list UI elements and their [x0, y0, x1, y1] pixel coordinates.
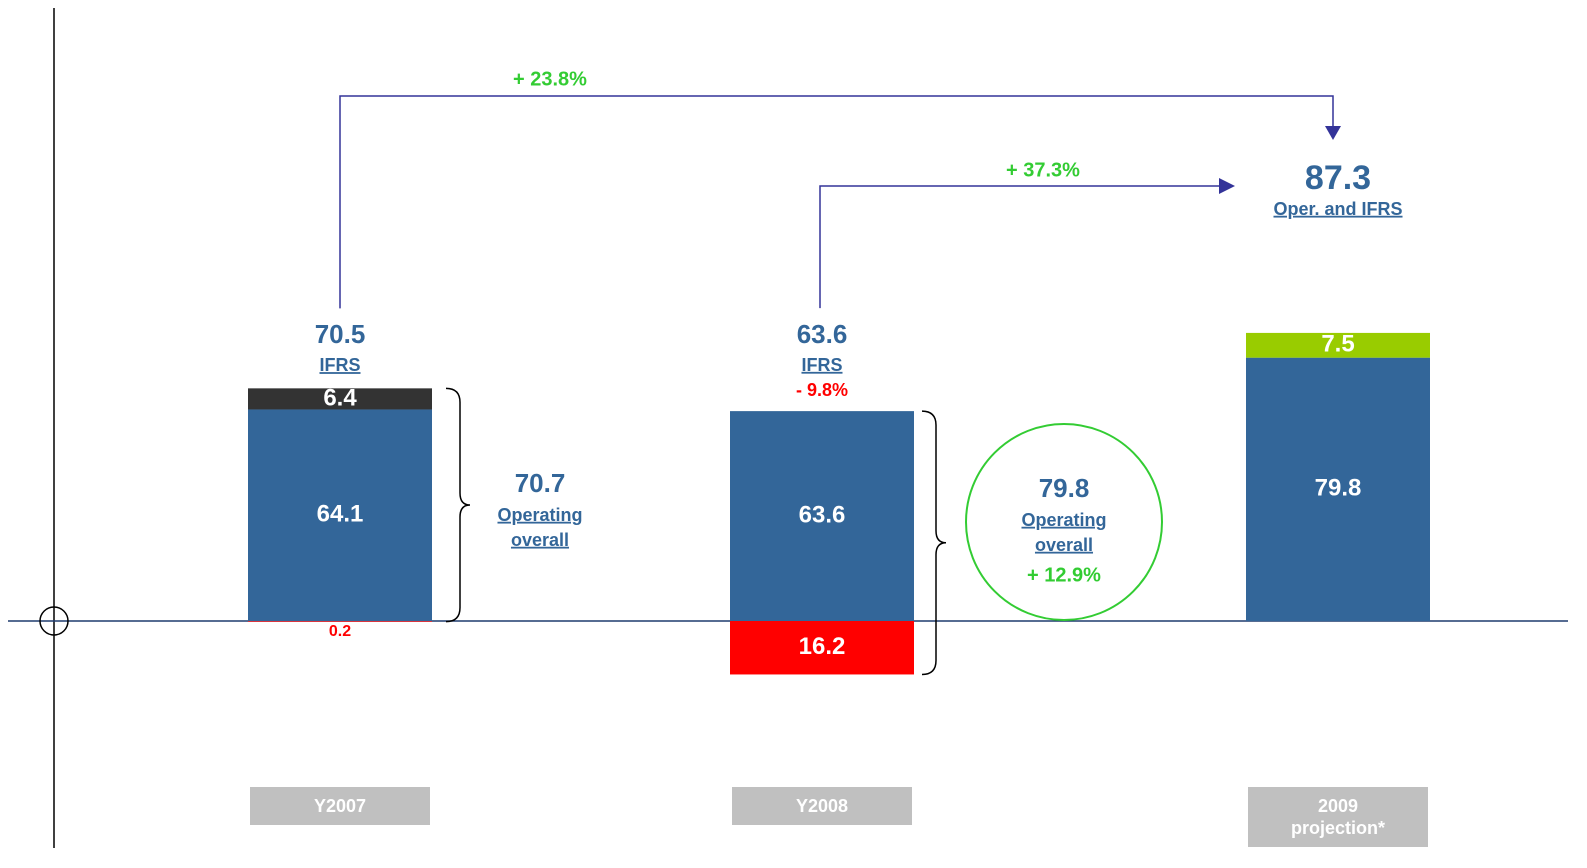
total-label: 70.5 — [315, 319, 366, 349]
segment-label: 7.5 — [1321, 331, 1354, 358]
category-label: 2009 projection* — [1248, 787, 1428, 847]
segment-label: 6.4 — [323, 384, 357, 411]
origin-marker — [39, 606, 69, 636]
caption-label: Operating — [497, 505, 582, 525]
bar-segment — [1246, 332, 1430, 358]
caption-label: IFRS — [319, 355, 360, 375]
brace — [921, 410, 947, 676]
category-label: Y2008 — [732, 787, 912, 825]
highlight-circle — [965, 423, 1163, 621]
caption-label: IFRS — [801, 355, 842, 375]
total-label: 87.3 — [1305, 159, 1371, 197]
caption-label: overall — [1035, 535, 1093, 555]
arrow-line — [819, 185, 1221, 309]
arrow-head — [1325, 126, 1341, 140]
bar-segment — [1246, 357, 1430, 621]
total-label: 70.7 — [515, 468, 566, 498]
change-label: + 12.9% — [1027, 564, 1101, 586]
segment-label: 63.6 — [799, 501, 846, 528]
segment-label: 0.2 — [329, 623, 351, 640]
segment-label: 16.2 — [799, 633, 846, 660]
bar-segment — [730, 621, 914, 675]
segment-label: 64.1 — [317, 501, 364, 528]
caption-label: Oper. and IFRS — [1273, 199, 1402, 219]
bar-segment — [730, 411, 914, 621]
caption-label: overall — [511, 530, 569, 550]
arrow-head — [1219, 178, 1235, 194]
caption-label: Operating — [1021, 510, 1106, 530]
bar-segment — [248, 409, 432, 621]
bar-segment — [248, 388, 432, 410]
arrow-line — [339, 95, 1334, 309]
brace — [445, 387, 471, 623]
segment-label: 79.8 — [1315, 475, 1362, 502]
category-label: Y2007 — [250, 787, 430, 825]
total-label: 79.8 — [1039, 473, 1090, 503]
total-label: 63.6 — [797, 319, 848, 349]
bar-segment — [248, 621, 432, 622]
change-label: - 9.8% — [796, 380, 848, 400]
change-label: + 23.8% — [513, 68, 587, 90]
change-label: + 37.3% — [1006, 159, 1080, 181]
